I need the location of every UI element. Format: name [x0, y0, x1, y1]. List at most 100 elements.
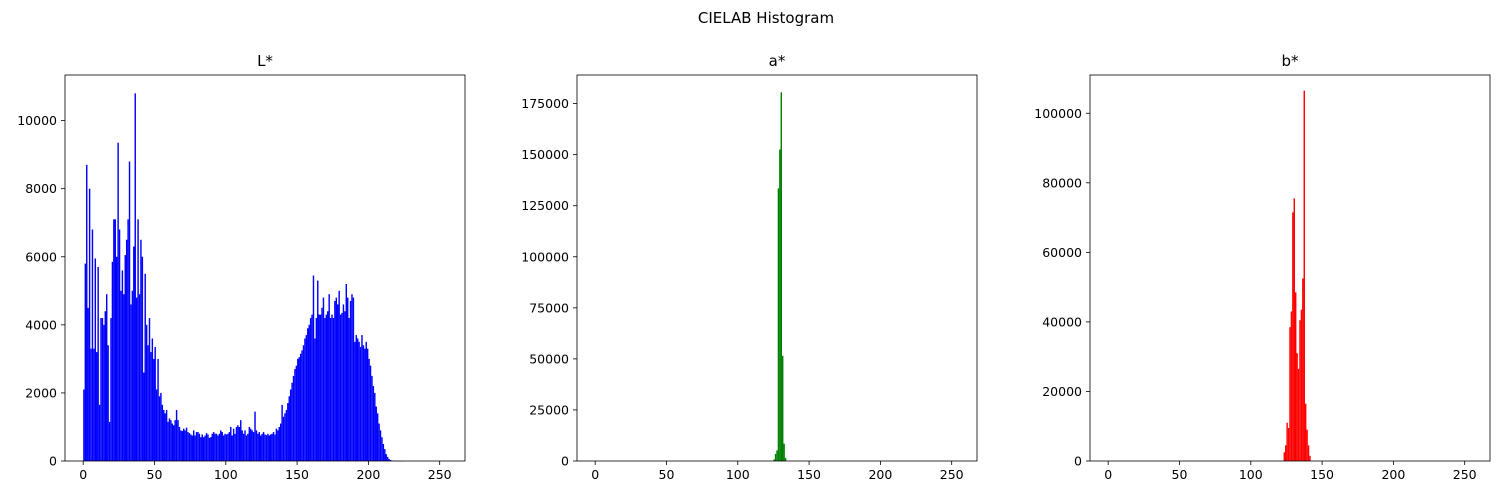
y-tick-label: 150000	[521, 147, 569, 162]
histogram-bar	[157, 358, 159, 461]
histogram-bar	[295, 365, 298, 461]
x-tick-label: 0	[79, 467, 87, 482]
histogram-bar	[304, 338, 306, 461]
histogram-bar	[184, 430, 186, 461]
histogram-bar	[177, 420, 179, 461]
histogram-bar	[252, 432, 255, 461]
histogram-bar	[324, 318, 326, 461]
x-tick-label: 0	[1104, 467, 1112, 482]
histogram-bar	[201, 434, 203, 461]
histogram-bar	[148, 318, 151, 461]
histogram-bars	[83, 93, 403, 462]
histogram-bar	[241, 430, 243, 461]
histogram-bar	[160, 392, 162, 461]
histogram-bar	[265, 435, 268, 461]
histogram-bar	[348, 318, 350, 461]
histogram-bar	[281, 404, 283, 461]
histogram-bar	[133, 246, 135, 461]
histogram-bar	[368, 358, 370, 461]
histogram-bar	[261, 433, 263, 461]
histogram-bar	[376, 413, 379, 461]
histogram-bar	[268, 435, 270, 461]
histogram-bar	[115, 256, 118, 461]
histogram-bar	[385, 454, 387, 461]
x-tick-label: 150	[797, 467, 821, 482]
x-tick-label: 50	[659, 467, 675, 482]
y-tick-label: 2000	[25, 385, 57, 400]
histogram-bar	[161, 404, 164, 461]
histogram-bar	[299, 353, 302, 461]
histogram-bar	[242, 433, 245, 461]
histogram-bar	[137, 219, 139, 461]
histogram-bar	[366, 348, 369, 461]
histogram-bar	[297, 358, 299, 461]
histogram-bar	[282, 416, 285, 461]
histogram-bar	[329, 318, 332, 461]
histogram-bar	[248, 426, 251, 461]
histogram-bar	[332, 318, 335, 461]
histogram-bar	[351, 294, 353, 461]
histogram-bar	[230, 426, 232, 461]
histogram-bar	[1299, 320, 1301, 461]
histogram-bar	[212, 432, 215, 461]
histogram-bar	[302, 345, 305, 461]
histogram-bar	[315, 318, 318, 461]
y-tick-label: 10000	[17, 113, 57, 128]
y-tick-label: 100000	[521, 249, 569, 264]
histogram-bar	[94, 258, 97, 461]
histogram-bar	[1303, 90, 1305, 462]
histogram-bar	[140, 239, 142, 461]
histogram-bar	[321, 307, 323, 461]
histogram-bar	[83, 389, 85, 461]
y-tick-label: 4000	[25, 317, 57, 332]
y-tick-label: 60000	[1042, 245, 1082, 260]
histogram-bar	[275, 428, 278, 461]
histogram-bar	[305, 335, 308, 461]
histogram-bar	[337, 304, 339, 461]
histogram-bar	[257, 433, 259, 461]
histogram-panel-a: a* 0 50 100 150 200 250 0 25000 50000 75000 100000…	[521, 52, 978, 482]
histogram-bar	[1300, 309, 1303, 461]
histogram-bar	[361, 335, 363, 461]
histogram-bar	[217, 435, 219, 461]
histogram-bar	[776, 450, 778, 461]
histogram-bar	[287, 403, 289, 461]
histogram-bar	[271, 433, 273, 461]
histogram-bar	[106, 294, 108, 461]
histogram-bar	[298, 357, 300, 461]
histogram-bar	[84, 263, 87, 461]
histogram-bar	[245, 435, 248, 461]
histogram-bar	[118, 229, 121, 461]
histogram-bars	[1283, 90, 1311, 462]
x-tick-label: 250	[940, 467, 964, 482]
figure-title: CIELAB Histogram	[698, 9, 834, 27]
histogram-bar	[260, 435, 262, 461]
histogram-bar	[141, 256, 144, 461]
histogram-bar	[178, 426, 181, 461]
histogram-bar	[143, 372, 145, 461]
histogram-bar	[101, 318, 104, 461]
histogram-bar	[183, 428, 185, 461]
histogram-bar	[341, 312, 343, 461]
panel-title-a: a*	[769, 52, 786, 70]
histogram-bar	[1289, 327, 1291, 461]
histogram-bar	[167, 421, 169, 461]
histogram-bar	[389, 459, 392, 461]
panel-title-l: L*	[257, 52, 273, 70]
histogram-bar	[164, 413, 166, 461]
histogram-bar	[338, 290, 340, 461]
histogram-bar	[165, 409, 168, 461]
histogram-panel-b: b* 0 50 100 150 200 250 0 20000 40000 60000 80000 1…	[1034, 52, 1491, 482]
histogram-bar	[362, 345, 365, 461]
histogram-bar	[331, 314, 333, 461]
histogram-bar	[784, 457, 787, 461]
histogram-bar	[381, 437, 383, 461]
histogram-bar	[780, 92, 782, 462]
y-tick-label: 0	[1074, 454, 1082, 469]
histogram-bar	[171, 423, 174, 461]
y-tick-label: 125000	[521, 198, 569, 213]
histogram-bar	[173, 425, 175, 461]
histogram-bar	[325, 314, 328, 461]
histogram-bar	[272, 432, 275, 461]
histogram-bar	[319, 314, 322, 461]
